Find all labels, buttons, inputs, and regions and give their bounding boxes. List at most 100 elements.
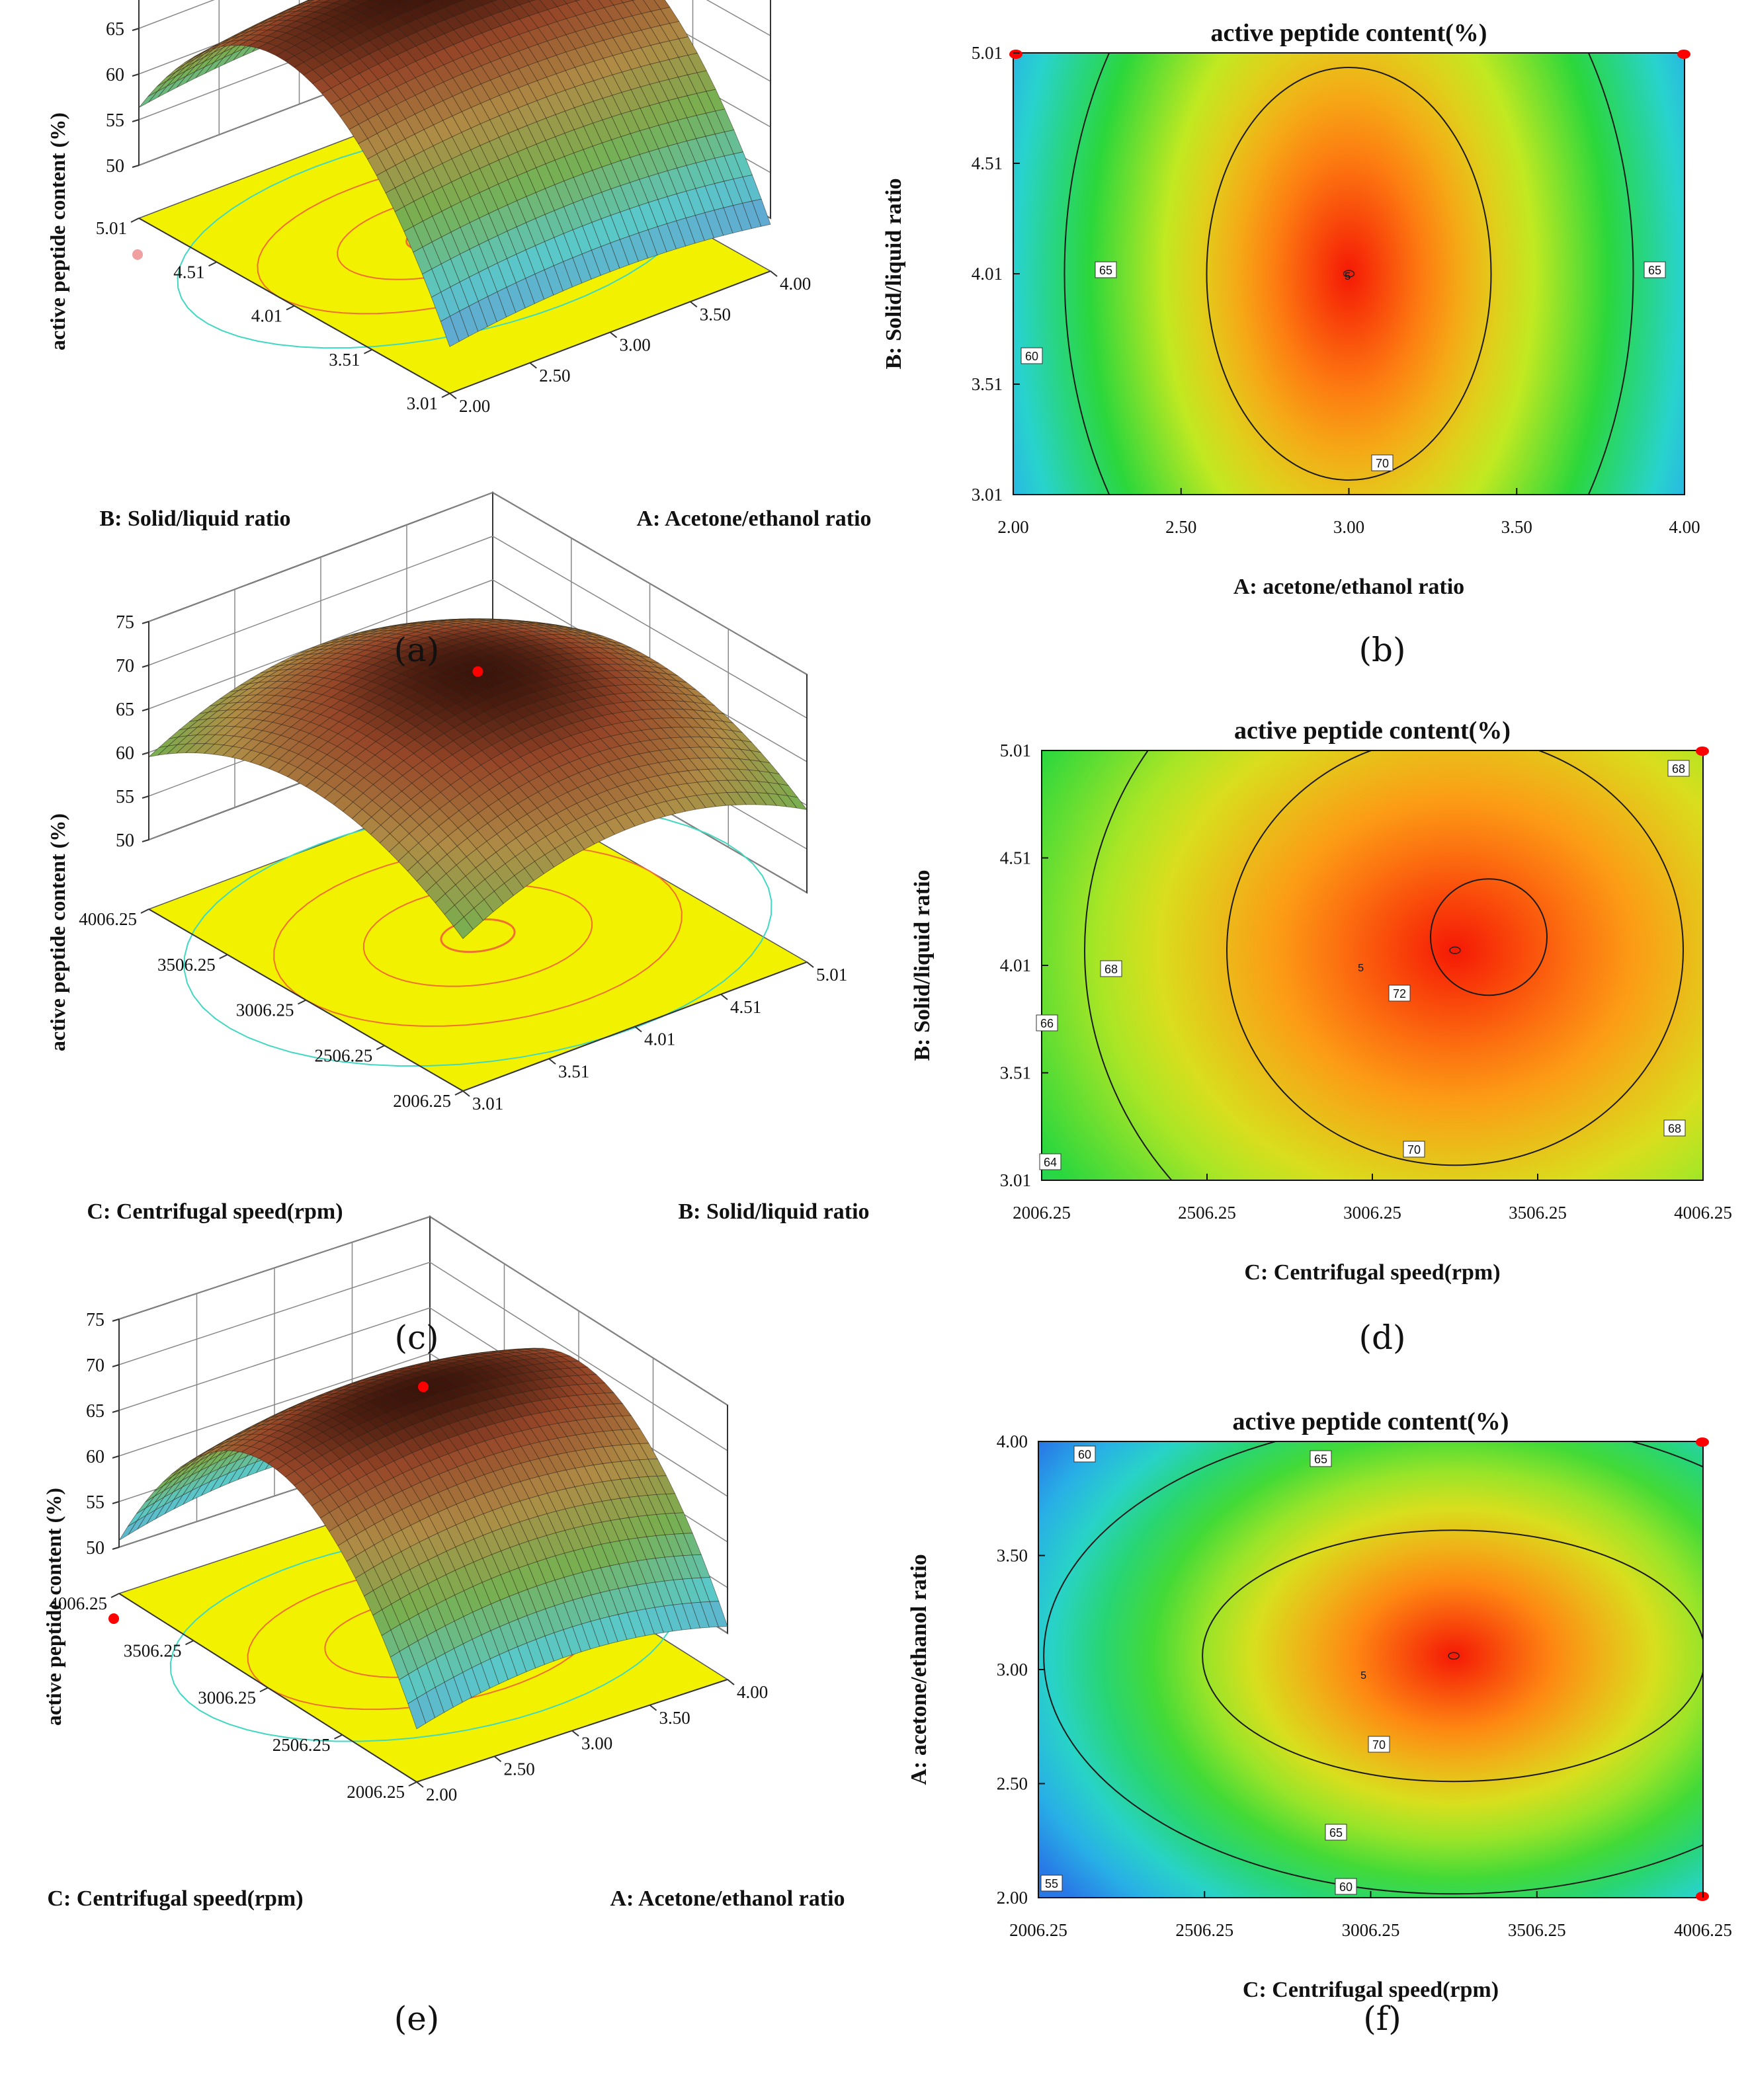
- right-tick-label: 4.00: [737, 1682, 768, 1702]
- right-tick: [806, 961, 814, 968]
- z-tick-label: 50: [86, 1538, 104, 1558]
- y-tick-label: 4.51: [972, 153, 1003, 173]
- z-tick-label: 50: [116, 830, 134, 851]
- z-tick: [132, 119, 140, 122]
- left-tick-label: 3.01: [407, 393, 438, 413]
- left-tick: [441, 393, 450, 398]
- y-tick-label: 4.00: [997, 1432, 1028, 1451]
- right-tick-label: 3.01: [472, 1094, 503, 1113]
- left-tick: [376, 1045, 385, 1051]
- x-tick-label: 3006.25: [1342, 1920, 1400, 1940]
- x-axis-title: A: acetone/ethanol ratio: [1233, 575, 1464, 599]
- wall-gridline: [138, 0, 215, 29]
- contour-label: 70: [1407, 1143, 1421, 1156]
- y-tick-label: 4.01: [1000, 955, 1031, 975]
- left-tick: [208, 261, 217, 267]
- x-tick-label: 2.00: [997, 517, 1028, 537]
- left-tick: [454, 1090, 464, 1096]
- z-tick-label: 60: [86, 1447, 104, 1467]
- y-tick-label: 2.00: [997, 1888, 1028, 1908]
- left-tick-label: 3506.25: [157, 955, 216, 975]
- right-axis: 2.00 2.50 3.00 3.50 4.00 A: Acetone/ethanol r…: [449, 270, 872, 531]
- y-tick-label: 4.51: [1000, 848, 1031, 868]
- base-contour: [273, 844, 683, 1027]
- panel-c-surface: 50 55 60 65 70 75 active peptide content (%) 40…: [46, 491, 870, 1224]
- left-tick-label: 3.51: [329, 350, 360, 370]
- left-tick: [286, 305, 295, 311]
- contour-label: 55: [1045, 1877, 1058, 1890]
- contour-label: 70: [1376, 457, 1389, 470]
- x-tick-label: 2506.25: [1175, 1920, 1233, 1940]
- y-axis-title: B: Solid/liquid ratio: [882, 178, 906, 369]
- y-tick-label: 3.01: [972, 485, 1003, 505]
- right-axis-title: A: Acetone/ethanol ratio: [636, 506, 871, 531]
- left-tick-label: 4006.25: [49, 1594, 107, 1613]
- color-field: [1042, 750, 1703, 1180]
- right-tick: [720, 993, 728, 1000]
- z-tick: [112, 1547, 120, 1550]
- right-axis-title: B: Solid/liquid ratio: [678, 1199, 869, 1224]
- panel-label: (b): [1358, 631, 1405, 669]
- contour-label: 5: [1345, 271, 1351, 282]
- left-tick: [219, 953, 228, 959]
- z-axis-title: active peptide content (%): [46, 112, 69, 350]
- right-tick: [462, 1090, 470, 1097]
- z-tick: [112, 1455, 120, 1459]
- x-tick-label: 2506.25: [1178, 1203, 1236, 1223]
- contour-field: [1042, 750, 1703, 1180]
- x-tick-label: 3506.25: [1509, 1203, 1567, 1223]
- contour-label: 66: [1040, 1017, 1054, 1030]
- contour-field: [1038, 1441, 1703, 1898]
- panel-label: (d): [1358, 1318, 1405, 1357]
- wall-gridline: [706, 0, 771, 36]
- design-point-max: [418, 1381, 429, 1393]
- left-tick-label: 3006.25: [236, 1000, 294, 1020]
- wall-gridline: [625, 0, 771, 82]
- right-tick: [649, 1704, 657, 1711]
- y-tick-label: 3.50: [997, 1546, 1028, 1566]
- z-tick-label: 50: [106, 156, 124, 177]
- right-tick: [770, 270, 778, 277]
- contour-label: 65: [1314, 1453, 1327, 1466]
- z-tick: [112, 1364, 120, 1367]
- x-tick-label: 4.00: [1669, 517, 1700, 537]
- panel-d-contour: 64 66 68 70 72 68 68 5 2006.25 2506.25 3006.25 3506…: [910, 717, 1732, 1285]
- x-tick-label: 2006.25: [1009, 1920, 1067, 1940]
- x-tick-label: 3506.25: [1508, 1920, 1566, 1940]
- base-contour: [183, 804, 772, 1067]
- left-tick: [110, 1593, 120, 1598]
- z-tick-label: 65: [116, 700, 134, 720]
- left-tick-label: 2006.25: [347, 1782, 405, 1802]
- right-tick: [571, 1730, 579, 1737]
- design-point-max: [472, 666, 483, 677]
- panel-label: (c): [394, 1318, 438, 1357]
- x-axis: 2.00 2.50 3.00 3.50 4.00 A: acetone/ethanol r…: [997, 488, 1700, 599]
- x-tick-label: 4006.25: [1674, 1920, 1732, 1940]
- right-tick-label: 3.00: [581, 1734, 612, 1754]
- right-tick-label: 4.51: [730, 997, 761, 1017]
- z-tick: [132, 165, 140, 168]
- design-point: [108, 1613, 119, 1624]
- x-tick-label: 3006.25: [1343, 1203, 1401, 1223]
- z-tick: [142, 708, 149, 711]
- right-tick-label: 4.00: [780, 274, 811, 294]
- right-tick: [449, 393, 457, 399]
- x-axis: 2006.25 2506.25 3006.25 3506.25 4006.25 C: Ce…: [1009, 1891, 1732, 2002]
- right-tick: [493, 1756, 502, 1763]
- left-tick: [364, 348, 372, 354]
- x-axis: 2006.25 2506.25 3006.25 3506.25 4006.25 C: Ce…: [1013, 1174, 1732, 1285]
- right-tick: [529, 362, 537, 369]
- y-tick-label: 2.50: [997, 1774, 1028, 1794]
- left-tick: [298, 999, 306, 1005]
- contour-label: 68: [1672, 762, 1685, 776]
- contour-label: 65: [1648, 264, 1661, 277]
- y-axis: 3.01 3.51 4.01 4.51 5.01 B: Solid/liquid rati…: [910, 741, 1048, 1190]
- right-tick-label: 2.50: [539, 366, 570, 385]
- x-tick-label: 4006.25: [1674, 1203, 1732, 1223]
- left-axis-title: B: Solid/liquid ratio: [99, 506, 290, 531]
- y-tick-label: 3.01: [1000, 1170, 1031, 1190]
- panel-label: (f): [1363, 1999, 1401, 2038]
